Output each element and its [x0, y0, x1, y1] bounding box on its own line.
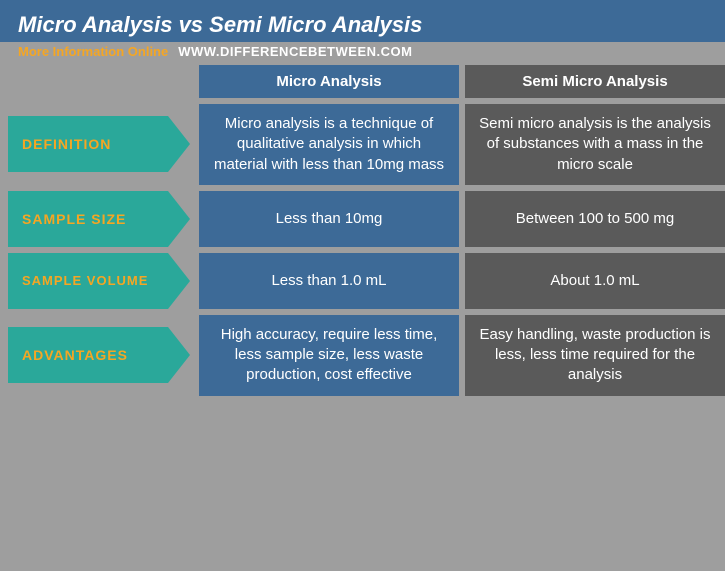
column-header-micro: Micro Analysis	[199, 65, 459, 98]
cell-definition-semi: Semi micro analysis is the analysis of s…	[465, 104, 725, 185]
row-label-wrap-advantages: ADVANTAGES	[8, 315, 193, 396]
site-url: WWW.DIFFERENCEBETWEEN.COM	[178, 44, 412, 59]
comparison-grid: Micro Analysis Semi Micro Analysis DEFIN…	[0, 65, 725, 404]
row-label-advantages: ADVANTAGES	[8, 327, 168, 383]
row-label-wrap-sample-size: SAMPLE SIZE	[8, 191, 193, 247]
column-header-semi-micro: Semi Micro Analysis	[465, 65, 725, 98]
cell-definition-micro: Micro analysis is a technique of qualita…	[199, 104, 459, 185]
more-info-text: More Information Online	[18, 44, 168, 59]
row-label-sample-volume: SAMPLE VOLUME	[8, 253, 168, 309]
cell-sample-volume-micro: Less than 1.0 mL	[199, 253, 459, 309]
row-label-wrap-sample-volume: SAMPLE VOLUME	[8, 253, 193, 309]
row-label-definition: DEFINITION	[8, 116, 168, 172]
header-bar: Micro Analysis vs Semi Micro Analysis	[0, 0, 725, 42]
cell-sample-volume-semi: About 1.0 mL	[465, 253, 725, 309]
cell-advantages-semi: Easy handling, waste production is less,…	[465, 315, 725, 396]
cell-advantages-micro: High accuracy, require less time, less s…	[199, 315, 459, 396]
row-label-sample-size: SAMPLE SIZE	[8, 191, 168, 247]
page-title: Micro Analysis vs Semi Micro Analysis	[18, 12, 707, 38]
cell-sample-size-semi: Between 100 to 500 mg	[465, 191, 725, 247]
row-label-wrap-definition: DEFINITION	[8, 104, 193, 185]
subheader: More Information Online WWW.DIFFERENCEBE…	[0, 42, 725, 65]
cell-sample-size-micro: Less than 10mg	[199, 191, 459, 247]
corner-spacer	[8, 65, 193, 98]
